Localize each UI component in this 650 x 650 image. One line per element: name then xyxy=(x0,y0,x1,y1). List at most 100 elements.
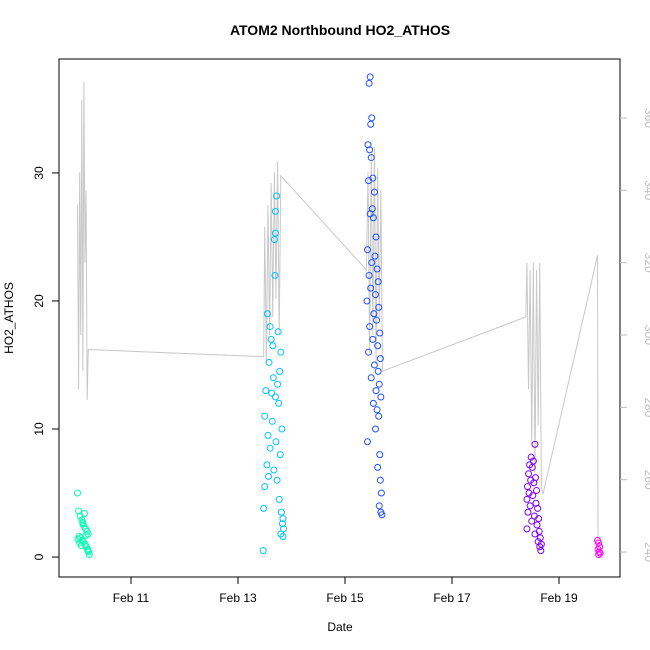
point xyxy=(374,278,382,286)
x-tick-label: Feb 15 xyxy=(326,591,364,605)
y-tick-label: 10 xyxy=(32,422,46,436)
point xyxy=(365,177,373,185)
point xyxy=(74,535,82,543)
y-tick-label: 30 xyxy=(32,166,46,180)
point xyxy=(595,550,603,558)
x-tick-label: Feb 17 xyxy=(433,591,471,605)
point xyxy=(266,444,274,452)
point xyxy=(366,73,374,81)
point xyxy=(273,192,281,200)
point xyxy=(376,476,384,484)
point xyxy=(367,154,375,162)
point xyxy=(263,310,271,318)
y2-tick-label: 280 xyxy=(642,397,650,417)
point xyxy=(259,547,267,555)
point xyxy=(528,463,536,471)
point xyxy=(372,233,380,241)
point xyxy=(375,303,383,311)
point xyxy=(276,367,284,375)
point xyxy=(268,389,276,397)
point xyxy=(370,361,378,369)
y2-tick-label: 300 xyxy=(642,325,650,345)
point xyxy=(264,431,272,439)
point xyxy=(524,508,532,516)
point xyxy=(529,492,537,500)
point xyxy=(265,472,273,480)
point xyxy=(271,229,279,237)
point xyxy=(378,511,386,519)
point xyxy=(265,358,273,366)
point xyxy=(371,252,379,260)
point xyxy=(363,246,371,254)
point xyxy=(279,533,287,541)
point xyxy=(82,531,90,539)
point xyxy=(377,489,385,497)
point xyxy=(270,466,278,474)
point xyxy=(374,342,382,350)
y2-tick-label: 260 xyxy=(642,470,650,490)
point xyxy=(79,520,87,528)
point xyxy=(376,329,384,337)
point xyxy=(530,479,538,487)
point xyxy=(277,348,285,356)
point xyxy=(372,387,380,395)
y2-tick-label: 240 xyxy=(642,542,650,562)
y2-tick-label: 340 xyxy=(642,180,650,200)
point xyxy=(74,489,82,497)
point xyxy=(85,548,93,556)
point xyxy=(273,476,281,484)
y2-tick-label: 360 xyxy=(642,108,650,128)
point xyxy=(274,328,282,336)
x-tick-label: Feb 11 xyxy=(113,591,150,605)
x-tick-label: Feb 19 xyxy=(540,591,578,605)
point xyxy=(261,412,269,420)
point xyxy=(370,310,378,318)
point xyxy=(534,504,542,512)
point xyxy=(266,323,274,331)
point xyxy=(274,380,282,388)
point xyxy=(523,525,531,533)
point xyxy=(369,335,377,343)
point xyxy=(84,547,92,555)
point xyxy=(260,504,268,512)
point xyxy=(536,543,544,551)
point xyxy=(375,380,383,388)
point xyxy=(270,236,278,244)
point xyxy=(369,399,377,407)
point xyxy=(529,457,537,465)
point xyxy=(528,517,536,525)
chart-title: ATOM2 Northbound HO2_ATHOS xyxy=(230,22,450,38)
point xyxy=(526,502,534,510)
point xyxy=(366,323,374,331)
y2-tick-label: 320 xyxy=(642,253,650,273)
point xyxy=(77,542,85,550)
point xyxy=(595,548,603,556)
point xyxy=(377,393,385,401)
point xyxy=(267,335,275,343)
point xyxy=(372,291,380,299)
point xyxy=(278,520,286,528)
x-axis-title: Date xyxy=(327,620,353,634)
point xyxy=(527,453,535,461)
point xyxy=(375,502,383,510)
point xyxy=(279,515,287,523)
plot-frame xyxy=(58,58,621,578)
point xyxy=(80,509,88,517)
point xyxy=(272,438,280,446)
point xyxy=(85,550,93,558)
point xyxy=(523,495,531,503)
point xyxy=(275,495,283,503)
point xyxy=(525,470,533,478)
point xyxy=(531,440,539,448)
point xyxy=(536,534,544,542)
point xyxy=(366,146,374,154)
point xyxy=(261,483,269,491)
point xyxy=(363,297,371,305)
point xyxy=(373,406,381,414)
point xyxy=(365,348,373,356)
point xyxy=(537,547,545,555)
point xyxy=(263,461,271,469)
point xyxy=(365,271,373,279)
